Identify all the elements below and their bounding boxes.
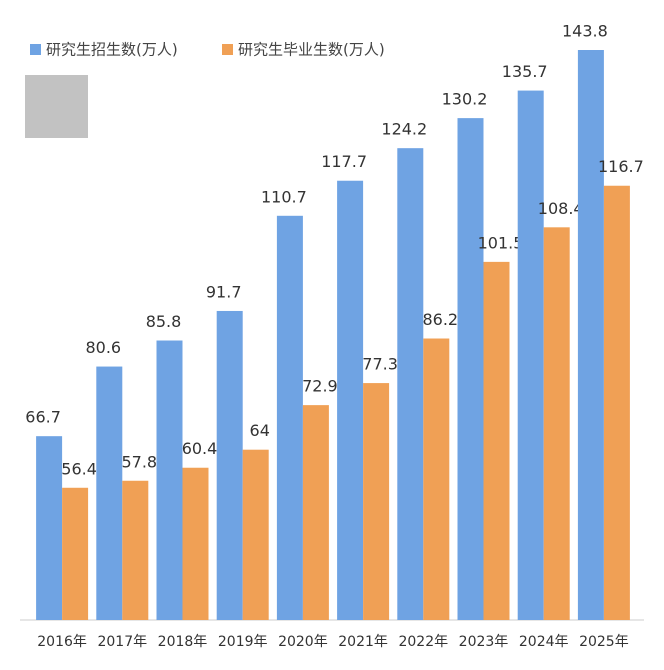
value-label: 56.4: [61, 459, 97, 478]
x-tick-label: 2017年: [97, 634, 147, 650]
x-tick-label: 2020年: [278, 634, 328, 650]
x-tick-label: 2018年: [158, 634, 208, 650]
value-label: 101.5: [478, 233, 524, 252]
bar: [363, 383, 390, 620]
x-tick-label: 2023年: [459, 634, 509, 650]
value-label: 135.7: [502, 62, 548, 81]
value-label: 85.8: [146, 312, 182, 331]
x-tick-label: 2021年: [338, 634, 388, 650]
bar: [96, 366, 123, 620]
bar: [216, 310, 243, 620]
value-label: 60.4: [182, 439, 218, 458]
bar: [62, 487, 89, 620]
x-tick-label: 2019年: [218, 634, 268, 650]
x-tick-label: 2016年: [37, 634, 87, 650]
bar: [397, 148, 424, 620]
bar: [603, 185, 630, 620]
value-label: 80.6: [85, 338, 121, 357]
blurred-thumbnail: [25, 75, 88, 138]
legend-label: 研究生毕业生数(万人): [238, 41, 385, 59]
bar: [457, 118, 484, 620]
legend-swatch: [30, 44, 41, 55]
bar: [276, 215, 303, 620]
value-label: 124.2: [381, 120, 427, 139]
x-tick-label: 2022年: [398, 634, 448, 650]
bar: [337, 180, 364, 620]
bar: [242, 449, 269, 620]
bar: [156, 340, 183, 620]
value-label: 66.7: [25, 408, 61, 427]
bar: [182, 467, 209, 620]
value-label: 64: [250, 421, 270, 440]
bar: [36, 436, 63, 620]
bar: [122, 480, 149, 620]
value-label: 117.7: [321, 152, 367, 171]
value-label: 86.2: [422, 310, 458, 329]
bar: [483, 261, 510, 620]
x-tick-label: 2025年: [579, 634, 629, 650]
value-label: 116.7: [598, 157, 644, 176]
bar: [302, 405, 329, 620]
legend-label: 研究生招生数(万人): [46, 41, 178, 59]
value-label: 57.8: [121, 452, 157, 471]
value-label: 108.4: [538, 199, 584, 218]
value-label: 143.8: [562, 22, 608, 41]
value-label: 77.3: [362, 355, 398, 374]
bar: [517, 90, 544, 620]
bar: [423, 338, 450, 620]
x-tick-label: 2024年: [519, 634, 569, 650]
bar: [543, 227, 570, 620]
value-label: 110.7: [261, 187, 307, 206]
value-label: 72.9: [302, 377, 338, 396]
value-label: 130.2: [442, 90, 488, 109]
value-label: 91.7: [206, 282, 242, 301]
legend-swatch: [222, 44, 233, 55]
bar: [577, 50, 604, 620]
